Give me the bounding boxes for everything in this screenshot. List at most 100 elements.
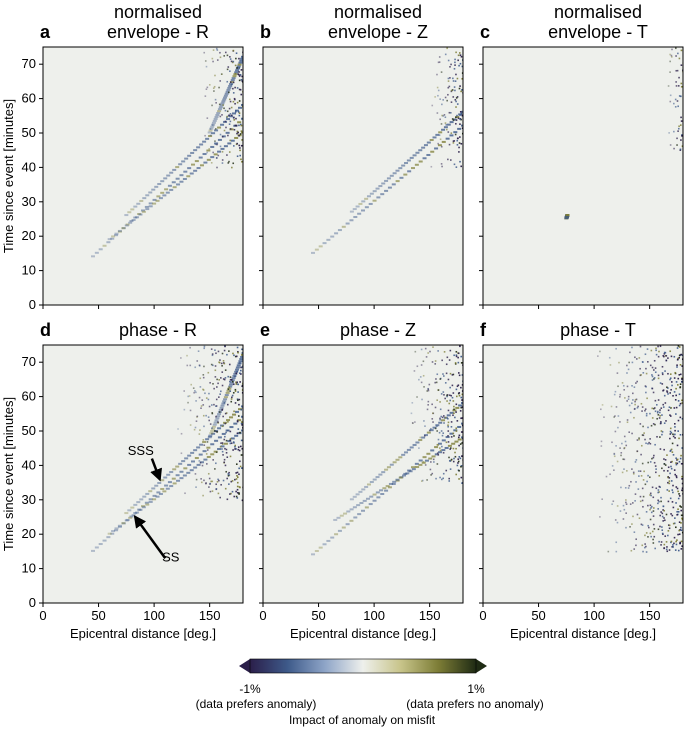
noise-mark <box>680 353 683 356</box>
noise-mark <box>664 464 667 466</box>
noise-mark <box>430 474 432 476</box>
noise-mark <box>617 415 620 417</box>
branch-mark <box>156 195 161 198</box>
noise-mark <box>218 103 221 106</box>
noise-mark <box>681 482 683 485</box>
branch-mark <box>117 230 122 233</box>
noise-mark <box>234 124 237 127</box>
noise-mark <box>421 480 423 482</box>
branch-mark <box>403 173 408 176</box>
noise-mark <box>215 451 218 454</box>
branch-mark <box>187 154 192 157</box>
branch-mark <box>353 216 358 219</box>
noise-mark <box>657 528 660 531</box>
noise-mark <box>657 410 659 413</box>
branch-mark <box>208 135 213 138</box>
noise-mark <box>659 448 662 450</box>
x-tick-label: 150 <box>199 608 221 623</box>
noise-mark <box>659 422 662 425</box>
noise-mark <box>204 95 207 97</box>
noise-mark <box>677 105 679 108</box>
y-tick-label: 20 <box>22 526 36 541</box>
branch-mark <box>208 435 213 438</box>
noise-mark <box>672 491 674 494</box>
noise-mark <box>234 102 236 105</box>
noise-mark <box>670 540 673 543</box>
noise-mark <box>662 505 665 508</box>
noise-mark <box>236 476 239 479</box>
noise-mark <box>454 80 457 82</box>
branch-mark <box>187 463 192 466</box>
branch-mark <box>398 456 403 459</box>
noise-mark <box>229 455 232 458</box>
noise-mark <box>645 385 647 388</box>
branch-mark <box>447 444 452 447</box>
panel-label: f <box>480 320 487 340</box>
branch-mark <box>366 195 371 198</box>
noise-mark <box>203 347 206 350</box>
branch-mark <box>190 151 195 154</box>
y-tick-label: 20 <box>22 228 36 243</box>
noise-mark <box>211 404 213 406</box>
x-tick-label: 100 <box>143 608 165 623</box>
branch-mark <box>356 504 361 507</box>
noise-mark <box>649 442 652 445</box>
branch-mark <box>106 536 111 539</box>
noise-mark <box>449 77 451 79</box>
noise-mark <box>652 391 655 394</box>
noise-mark <box>647 361 649 363</box>
branch-mark <box>422 456 427 459</box>
noise-mark <box>210 162 213 164</box>
branch-mark <box>128 221 133 224</box>
noise-mark <box>681 381 683 383</box>
noise-mark <box>458 434 461 437</box>
noise-mark <box>234 72 237 75</box>
noise-mark <box>654 423 656 426</box>
noise-mark <box>679 402 682 405</box>
noise-mark <box>212 459 214 461</box>
noise-mark <box>215 101 217 104</box>
noise-mark <box>240 123 242 126</box>
noise-region <box>410 345 463 484</box>
noise-mark <box>240 454 243 456</box>
branch-mark <box>94 251 99 254</box>
noise-mark <box>410 412 413 415</box>
noise-mark <box>641 487 644 490</box>
noise-mark <box>208 405 211 408</box>
branch-mark <box>451 442 456 445</box>
noise-mark <box>221 135 224 138</box>
noise-mark <box>228 474 231 476</box>
noise-mark <box>631 346 633 349</box>
branch-mark <box>376 496 381 499</box>
noise-mark <box>666 546 668 548</box>
noise-mark <box>455 395 458 398</box>
noise-mark <box>670 480 673 482</box>
branch-mark <box>145 194 150 197</box>
noise-mark <box>675 486 678 488</box>
noise-mark <box>227 162 230 164</box>
branch-mark <box>357 212 362 215</box>
noise-mark <box>237 415 240 417</box>
noise-mark <box>665 548 668 551</box>
noise-mark <box>639 500 642 503</box>
noise-mark <box>212 364 214 367</box>
noise-mark <box>644 483 647 486</box>
branch-mark <box>148 205 153 208</box>
plot-background <box>263 47 463 305</box>
noise-mark <box>440 71 443 73</box>
noise-mark <box>452 432 455 435</box>
panel-label: a <box>40 22 51 42</box>
noise-mark <box>229 390 232 393</box>
noise-mark <box>240 369 242 372</box>
noise-mark <box>657 508 660 510</box>
noise-mark <box>241 392 243 394</box>
noise-mark <box>421 479 424 482</box>
noise-mark <box>655 347 657 350</box>
noise-mark <box>457 117 460 120</box>
noise-mark <box>649 461 652 463</box>
branch-mark <box>343 512 348 515</box>
branch-mark <box>226 419 231 422</box>
noise-mark <box>675 543 678 546</box>
noise-mark <box>234 86 236 89</box>
